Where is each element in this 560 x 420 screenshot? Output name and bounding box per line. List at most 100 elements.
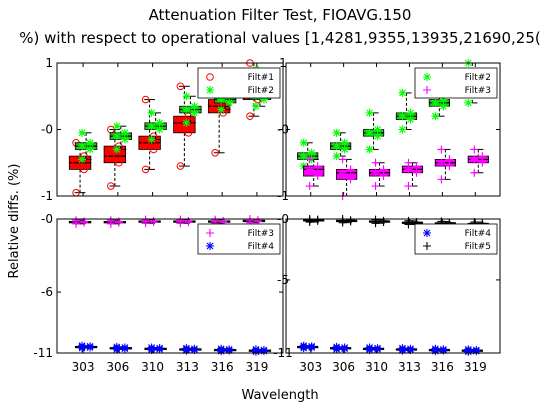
panel-top-left: -1 -0 1 Filt#1 Filt#2 bbox=[41, 56, 284, 203]
data-point bbox=[149, 145, 158, 154]
x-tick-label: 316 bbox=[431, 360, 454, 374]
legend-marker bbox=[423, 73, 431, 81]
data-point bbox=[141, 215, 150, 224]
data-point bbox=[190, 102, 199, 111]
data-point bbox=[313, 172, 322, 181]
data-point bbox=[147, 135, 156, 144]
legend-box bbox=[197, 223, 281, 255]
data-point bbox=[404, 158, 413, 167]
data-point bbox=[80, 165, 88, 174]
data-point bbox=[225, 345, 234, 354]
data-point bbox=[340, 343, 349, 352]
data-point bbox=[431, 112, 440, 121]
data-point bbox=[190, 344, 199, 353]
legend-label: Filt#2 bbox=[248, 86, 274, 96]
series-Filt#4 bbox=[297, 341, 483, 356]
x-tick-label: 303 bbox=[299, 360, 322, 374]
x-axis-label: Wavelength bbox=[241, 388, 318, 403]
legend: Filt#4 Filt#5 bbox=[414, 223, 498, 255]
data-point bbox=[371, 215, 380, 224]
data-point bbox=[365, 108, 374, 117]
box bbox=[103, 145, 127, 164]
data-point bbox=[437, 158, 446, 167]
legend-marker bbox=[423, 86, 431, 94]
legend-marker bbox=[206, 86, 214, 94]
y-tick-label: 1 bbox=[45, 56, 53, 70]
x-tick-label: 310 bbox=[365, 360, 388, 374]
legend-label: Filt#5 bbox=[465, 242, 491, 252]
data-point bbox=[211, 148, 219, 157]
data-point bbox=[182, 118, 191, 127]
data-point bbox=[176, 215, 185, 224]
data-point bbox=[219, 216, 228, 225]
x-tick-label: 313 bbox=[398, 360, 421, 374]
data-point bbox=[439, 345, 448, 354]
data-point bbox=[313, 162, 322, 171]
data-point bbox=[478, 152, 487, 161]
data-point bbox=[338, 155, 347, 164]
legend-marker bbox=[206, 242, 214, 250]
data-point bbox=[470, 168, 479, 177]
data-point bbox=[211, 215, 220, 224]
data-point bbox=[253, 216, 262, 225]
y-tick-label: -0 bbox=[277, 212, 289, 226]
data-point bbox=[251, 345, 260, 354]
plot-frame bbox=[285, 218, 501, 354]
data-point bbox=[332, 128, 341, 137]
data-point bbox=[147, 108, 156, 117]
panel-top-right: -1 -0 1 Filt#2 Filt#3 bbox=[277, 56, 501, 203]
data-point bbox=[398, 112, 407, 121]
box bbox=[303, 165, 325, 177]
data-point bbox=[120, 128, 129, 137]
data-point bbox=[373, 125, 382, 134]
data-point bbox=[340, 138, 349, 147]
data-point bbox=[259, 345, 268, 354]
legend-label: Filt#4 bbox=[465, 229, 492, 239]
data-point bbox=[141, 165, 150, 174]
y-tick-label: -0 bbox=[41, 123, 53, 137]
x-tick-label: 319 bbox=[464, 360, 487, 374]
y-tick-label: -6 bbox=[41, 285, 53, 299]
y-tick-label: -0 bbox=[277, 123, 289, 137]
data-point bbox=[404, 216, 413, 225]
y-tick-label: -0 bbox=[41, 212, 53, 226]
data-point bbox=[470, 145, 479, 154]
box bbox=[336, 168, 358, 180]
data-point bbox=[338, 168, 347, 177]
data-point bbox=[365, 145, 374, 154]
data-point bbox=[464, 98, 473, 107]
legend-label: Filt#1 bbox=[248, 73, 274, 83]
data-point bbox=[346, 216, 355, 225]
data-point bbox=[373, 344, 382, 353]
data-point bbox=[107, 152, 115, 160]
data-point bbox=[184, 129, 193, 137]
plot-frame bbox=[285, 62, 501, 197]
data-point bbox=[86, 145, 95, 154]
data-point bbox=[182, 105, 191, 114]
data-point bbox=[305, 182, 314, 191]
data-point bbox=[379, 165, 388, 174]
data-point bbox=[412, 162, 421, 171]
data-point bbox=[155, 125, 164, 134]
data-point bbox=[398, 88, 407, 97]
series-Filt#3 bbox=[68, 215, 266, 228]
data-point bbox=[120, 135, 129, 144]
legend-box bbox=[197, 67, 281, 99]
data-point bbox=[246, 112, 254, 120]
legend: Filt#2 Filt#3 bbox=[414, 67, 498, 99]
legend-marker bbox=[423, 242, 431, 250]
data-point bbox=[313, 215, 322, 224]
plot-frame bbox=[56, 62, 284, 197]
data-point bbox=[431, 98, 440, 107]
legend-marker bbox=[206, 73, 214, 81]
data-point bbox=[112, 122, 121, 131]
x-tick-label: 306 bbox=[106, 360, 129, 374]
data-point bbox=[217, 95, 226, 104]
data-point bbox=[365, 343, 374, 352]
data-point bbox=[307, 148, 316, 157]
panels: -1-01Filt#1Filt#2-1-01Filt#2Filt#3-11-6-… bbox=[33, 56, 501, 374]
data-point bbox=[78, 155, 87, 164]
data-point bbox=[190, 108, 199, 117]
data-point bbox=[299, 138, 308, 147]
